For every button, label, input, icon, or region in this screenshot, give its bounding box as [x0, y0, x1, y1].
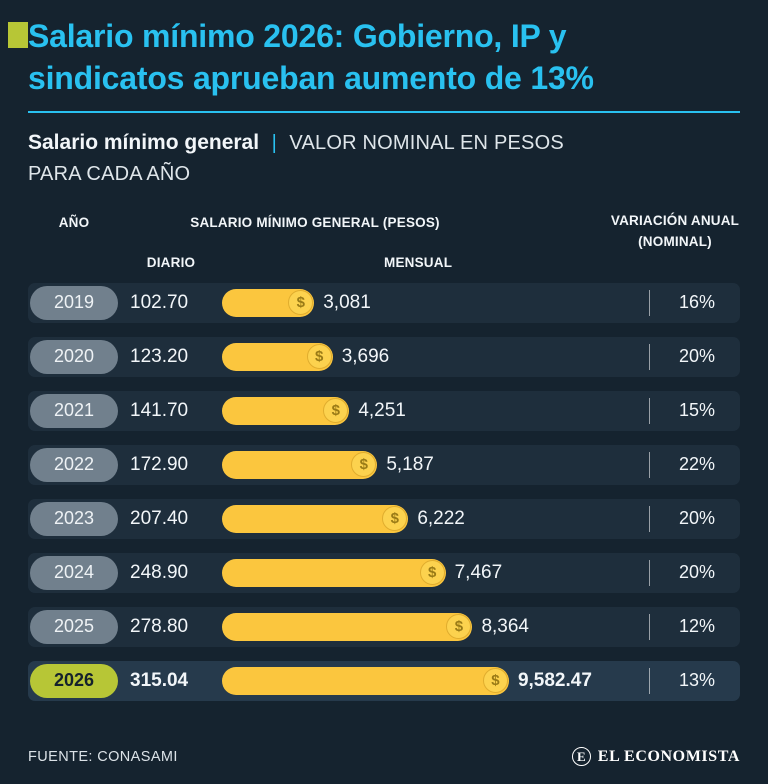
- column-divider: [648, 613, 650, 640]
- year-pill: 2024: [30, 555, 118, 590]
- page-title: Salario mínimo 2026: Gobierno, IP y sind…: [28, 16, 740, 99]
- variation-value: 13%: [678, 670, 716, 691]
- monthly-bar-area: $4,251: [222, 391, 644, 431]
- column-header-variation: VARIACIÓN ANUAL (NOMINAL): [610, 212, 740, 249]
- monthly-bar-area: $7,467: [222, 553, 644, 593]
- source-credit: FUENTE: CONASAMI: [28, 748, 178, 765]
- monthly-bar-area: $3,696: [222, 337, 644, 377]
- table-row: 2019 102.70 $3,081 16%: [28, 282, 740, 323]
- column-divider: [648, 343, 650, 370]
- peso-coin-icon: $: [482, 668, 508, 694]
- chart-subtitle: Salario mínimo general | VALOR NOMINAL E…: [28, 127, 740, 189]
- variation-value: 20%: [678, 508, 716, 529]
- variation-value: 20%: [678, 562, 716, 583]
- variation-value: 22%: [678, 454, 716, 475]
- infographic-page: Salario mínimo 2026: Gobierno, IP y sind…: [0, 16, 768, 784]
- column-divider: [648, 667, 650, 694]
- peso-coin-icon: $: [306, 344, 332, 370]
- table-row: 2026 315.04 $9,582.47 13%: [28, 660, 740, 701]
- column-divider: [648, 505, 650, 532]
- daily-value: 172.90: [130, 453, 189, 475]
- footer: FUENTE: CONASAMI E EL ECONOMISTA: [28, 747, 740, 766]
- column-divider: [648, 397, 650, 424]
- column-header-daily: DIARIO: [146, 254, 196, 270]
- table-row: 2024 248.90 $7,467 20%: [28, 552, 740, 593]
- variation-value: 15%: [678, 400, 716, 421]
- year-pill: 2019: [30, 285, 118, 320]
- variation-value: 12%: [678, 616, 716, 637]
- peso-coin-icon: $: [288, 290, 314, 316]
- monthly-value: 8,364: [481, 615, 529, 637]
- daily-value: 141.70: [130, 399, 189, 421]
- table-row: 2023 207.40 $6,222 20%: [28, 498, 740, 539]
- daily-value: 278.80: [130, 615, 189, 637]
- monthly-bar-area: $6,222: [222, 499, 644, 539]
- monthly-value: 4,251: [358, 399, 406, 421]
- table-row: 2022 172.90 $5,187 22%: [28, 444, 740, 485]
- year-pill: 2021: [30, 393, 118, 428]
- column-header-monthly: MENSUAL: [384, 254, 453, 270]
- column-header-year: AÑO: [58, 214, 90, 230]
- year-pill: 2026: [30, 663, 118, 698]
- brand-name: EL ECONOMISTA: [597, 747, 740, 765]
- subtitle-separator: |: [271, 132, 277, 155]
- variation-value: 20%: [678, 346, 716, 367]
- monthly-bar: $: [222, 450, 378, 479]
- daily-value: 248.90: [130, 561, 189, 583]
- year-pill: 2023: [30, 501, 118, 536]
- el-economista-icon: E: [571, 747, 591, 766]
- daily-value: 207.40: [130, 507, 189, 529]
- peso-coin-icon: $: [382, 506, 408, 532]
- column-divider: [648, 451, 650, 478]
- subtitle-bold: Salario mínimo general: [28, 131, 260, 155]
- monthly-bar: $: [222, 666, 509, 695]
- monthly-bar: $: [222, 558, 446, 587]
- table-body: 2019 102.70 $3,081 16% 2020 123.20 $3,696 20% 20…: [28, 282, 740, 701]
- title-line-1: Salario mínimo 2026: Gobierno, IP y: [28, 18, 567, 54]
- monthly-bar: $: [222, 342, 333, 371]
- monthly-bar: $: [222, 288, 315, 317]
- column-divider: [648, 289, 650, 316]
- table-header-row-2: DIARIO MENSUAL: [28, 255, 740, 270]
- title-line-2: sindicatos aprueban aumento de 13%: [28, 59, 594, 96]
- monthly-bar-area: $9,582.47: [222, 661, 644, 701]
- year-pill: 2022: [30, 447, 118, 482]
- subtitle-rest: VALOR NOMINAL EN PESOS: [289, 132, 564, 155]
- monthly-bar: $: [222, 504, 409, 533]
- brand-lockup: E EL ECONOMISTA: [571, 747, 740, 766]
- monthly-bar-area: $3,081: [222, 283, 644, 323]
- variation-value: 16%: [678, 292, 716, 313]
- monthly-bar: $: [222, 612, 473, 641]
- table-row: 2025 278.80 $8,364 12%: [28, 606, 740, 647]
- column-divider: [648, 559, 650, 586]
- subtitle-line2: PARA CADA AÑO: [28, 162, 191, 185]
- monthly-value: 7,467: [454, 561, 503, 583]
- daily-value: 102.70: [130, 291, 189, 313]
- monthly-value: 3,081: [323, 291, 371, 313]
- peso-coin-icon: $: [446, 614, 472, 640]
- monthly-value: 3,696: [341, 345, 390, 367]
- monthly-bar-area: $8,364: [222, 607, 644, 647]
- title-divider: [28, 111, 740, 114]
- peso-coin-icon: $: [323, 398, 349, 424]
- table-row: 2021 141.70 $4,251 15%: [28, 390, 740, 431]
- daily-value: 123.20: [130, 345, 189, 367]
- year-pill: 2025: [30, 609, 118, 644]
- table-header-row-1: AÑO SALARIO MÍNIMO GENERAL (PESOS) VARIA…: [28, 211, 740, 253]
- monthly-bar: $: [222, 396, 350, 425]
- monthly-value: 5,187: [386, 453, 434, 475]
- peso-coin-icon: $: [351, 452, 377, 478]
- monthly-value: 6,222: [417, 507, 465, 529]
- table-row: 2020 123.20 $3,696 20%: [28, 336, 740, 377]
- table-header: AÑO SALARIO MÍNIMO GENERAL (PESOS) VARIA…: [28, 211, 740, 270]
- accent-square: [8, 22, 28, 48]
- daily-value: 315.04: [130, 669, 189, 691]
- year-pill: 2020: [30, 339, 118, 374]
- monthly-bar-area: $5,187: [222, 445, 644, 485]
- peso-coin-icon: $: [419, 560, 445, 586]
- monthly-value: 9,582.47: [517, 669, 592, 691]
- column-header-group: SALARIO MÍNIMO GENERAL (PESOS): [190, 214, 440, 230]
